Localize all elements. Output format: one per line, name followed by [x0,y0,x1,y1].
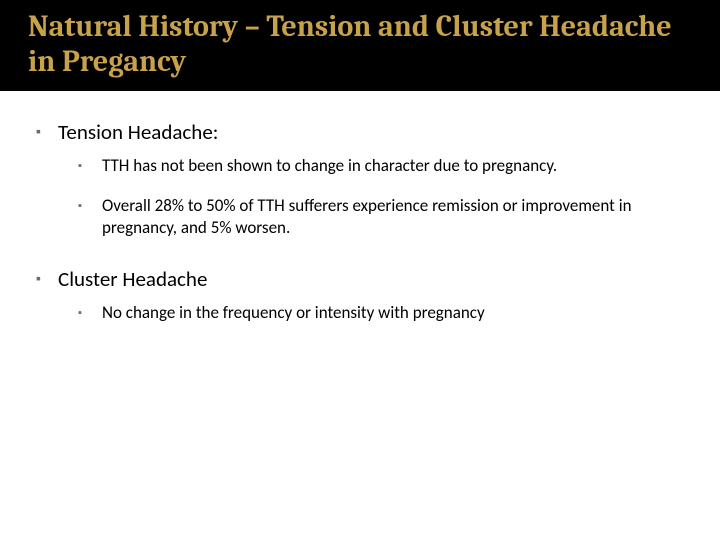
slide-title: Natural History – Tension and Cluster He… [28,10,692,79]
list-item: ▪ Overall 28% to 50% of TTH sufferers ex… [78,195,684,239]
square-bullet-icon: ▪ [78,302,102,324]
section-heading: Tension Headache: [58,119,218,145]
square-bullet-icon: ▪ [78,155,102,177]
list-item: ▪ Cluster Headache [36,266,684,292]
sub-list: ▪ No change in the frequency or intensit… [78,302,684,324]
body-text: No change in the frequency or intensity … [102,302,485,324]
list-item: ▪ No change in the frequency or intensit… [78,302,684,324]
list-item: ▪ TTH has not been shown to change in ch… [78,155,684,177]
content-area: ▪ Tension Headache: ▪ TTH has not been s… [0,91,720,324]
body-text: Overall 28% to 50% of TTH sufferers expe… [102,195,684,239]
title-band: Natural History – Tension and Cluster He… [0,0,720,91]
square-bullet-icon: ▪ [36,119,58,145]
section-heading: Cluster Headache [58,266,207,292]
square-bullet-icon: ▪ [36,266,58,292]
list-item: ▪ Tension Headache: [36,119,684,145]
body-text: TTH has not been shown to change in char… [102,155,557,177]
square-bullet-icon: ▪ [78,195,102,239]
sub-list: ▪ TTH has not been shown to change in ch… [78,155,684,239]
